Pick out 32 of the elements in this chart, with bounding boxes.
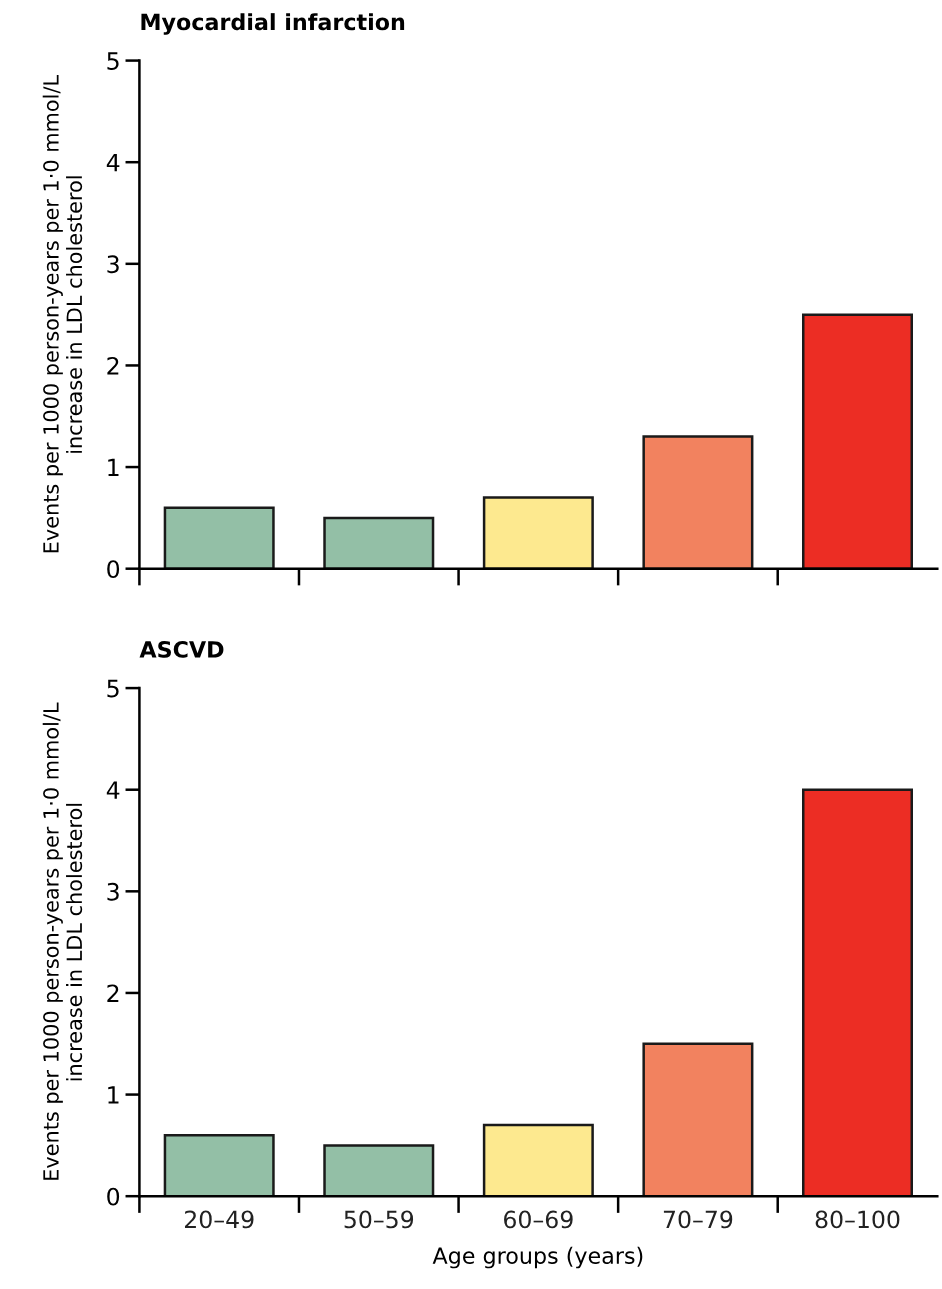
y-tick-label: 5 <box>107 52 119 70</box>
y-tick-label: 2 <box>107 984 119 1002</box>
bar <box>642 435 754 569</box>
x-tick-label: 50–59 <box>344 1210 414 1229</box>
chart-title: ASCVD <box>139 641 224 658</box>
y-tick-label: 2 <box>107 356 119 375</box>
y-tick-label: 1 <box>108 1086 119 1104</box>
y-tick-label: 0 <box>107 1187 120 1206</box>
bar <box>482 1123 594 1197</box>
y-tick-label: 3 <box>107 255 119 274</box>
bar <box>642 1042 754 1197</box>
chart-title: Myocardial infarction <box>141 13 405 35</box>
x-tick-label: 20–49 <box>184 1210 254 1229</box>
x-tick-label: 80–100 <box>815 1210 900 1229</box>
bar <box>323 1144 435 1197</box>
y-tick-label: 4 <box>106 781 120 799</box>
y-tick-label: 0 <box>107 560 120 578</box>
x-axis-title: Age groups (years) <box>432 1246 643 1269</box>
x-tick-label: 70–79 <box>663 1210 733 1229</box>
bar <box>163 506 275 569</box>
bar <box>802 313 914 569</box>
y-tick-label: 4 <box>106 153 120 172</box>
bar <box>802 788 914 1197</box>
y-tick-label: 5 <box>107 679 119 698</box>
y-tick-label: 3 <box>107 882 119 901</box>
y-tick-label: 1 <box>108 458 119 477</box>
bar <box>482 496 594 569</box>
bar <box>323 516 435 569</box>
x-tick-label: 60–69 <box>504 1210 573 1229</box>
y-axis-title: Events per 1000 person-years per 1·0 mmol/L increase in LDL cholesterol <box>42 75 83 553</box>
y-axis-title: Events per 1000 person-years per 1·0 mmol/L increase in LDL cholesterol <box>42 702 83 1180</box>
bar <box>163 1133 275 1197</box>
